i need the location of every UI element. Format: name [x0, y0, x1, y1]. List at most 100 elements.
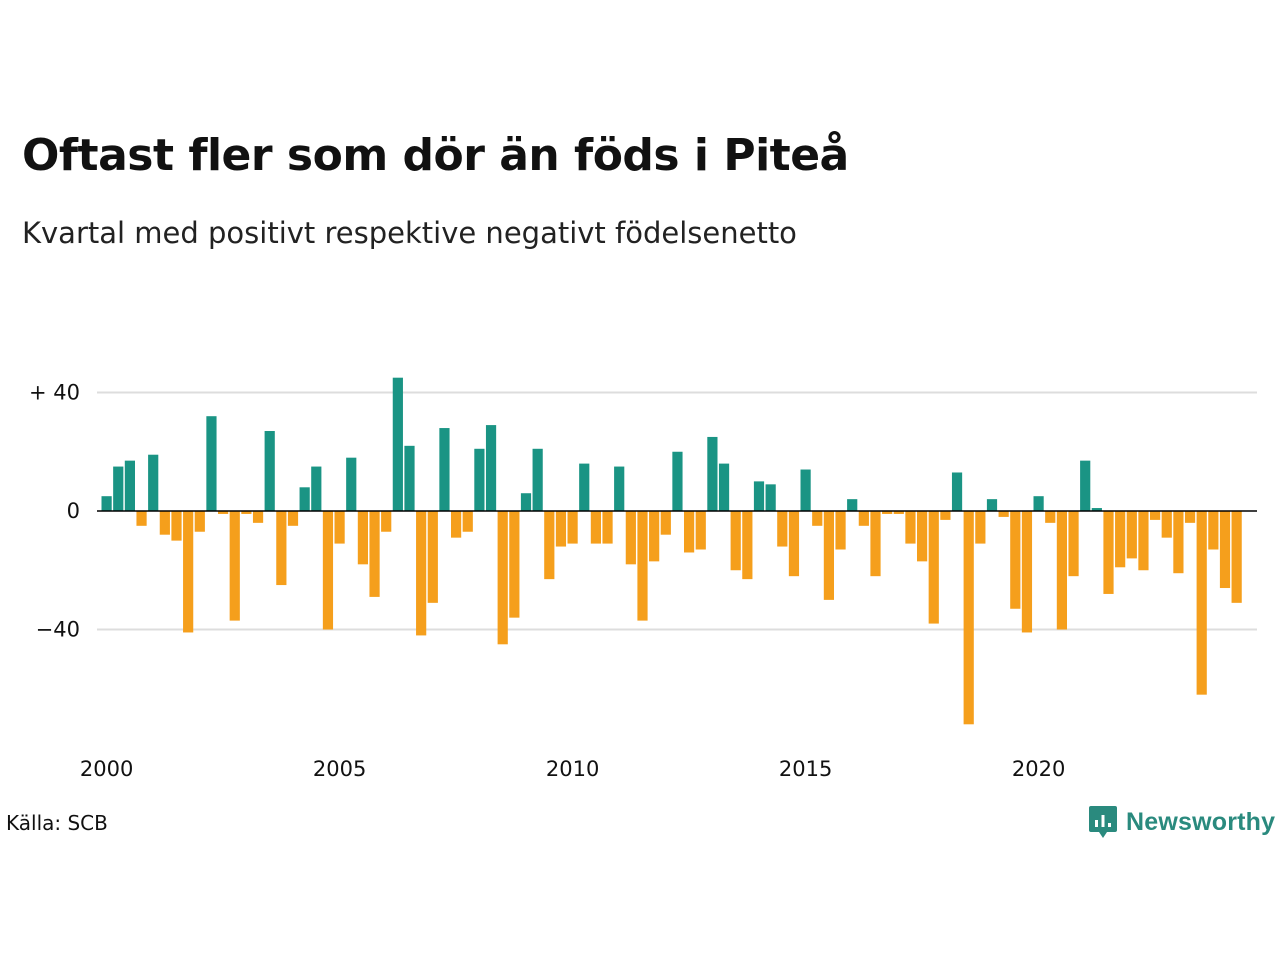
- bar: [660, 511, 671, 535]
- bar: [334, 511, 345, 544]
- bar: [287, 511, 299, 526]
- bar: [1091, 508, 1102, 511]
- brand-name: Newsworthy: [1126, 807, 1276, 836]
- bar: [136, 511, 147, 526]
- bar: [812, 511, 823, 526]
- bar: [940, 511, 951, 520]
- bar: [986, 499, 998, 511]
- bar: [998, 511, 1009, 517]
- bar: [788, 511, 800, 577]
- bar: [346, 457, 357, 511]
- bar: [311, 466, 322, 511]
- bar: [276, 511, 287, 586]
- bar: [124, 460, 135, 511]
- bar: [870, 511, 881, 577]
- bar: [975, 511, 986, 544]
- bar: [579, 463, 590, 511]
- bar: [369, 511, 380, 597]
- bar: [381, 511, 392, 532]
- bar: [858, 511, 869, 526]
- chart-title: Oftast fler som dör än föds i Piteå: [22, 130, 849, 181]
- bar: [148, 454, 159, 511]
- bar: [520, 493, 532, 511]
- brand: Newsworthy: [1088, 804, 1275, 840]
- bar: [1161, 511, 1172, 538]
- bar: [101, 496, 112, 511]
- bar: [1231, 511, 1242, 603]
- bar: [322, 511, 334, 630]
- bar: [194, 511, 205, 532]
- y-tick-label: −40: [36, 618, 80, 642]
- bar: [206, 416, 217, 511]
- bar: [742, 511, 753, 580]
- bar: [1208, 511, 1219, 550]
- bar: [637, 511, 648, 621]
- bar: [730, 511, 741, 571]
- bar: [614, 466, 625, 511]
- bar: [800, 469, 811, 511]
- bar: [1021, 511, 1033, 633]
- bar: [649, 511, 660, 562]
- bar: [1056, 511, 1067, 630]
- bar: [590, 511, 601, 544]
- bar: [183, 511, 194, 633]
- bar: [951, 472, 963, 511]
- bar: [555, 511, 567, 547]
- x-tick-label: 2005: [313, 757, 366, 781]
- bar: [462, 511, 473, 532]
- bar: [765, 484, 776, 511]
- x-tick-label: 2020: [1012, 757, 1065, 781]
- bar: [171, 511, 182, 541]
- bar: [672, 451, 683, 511]
- bar: [1138, 511, 1149, 571]
- bar: [509, 511, 520, 618]
- bar: [264, 431, 275, 511]
- bar: [357, 511, 368, 565]
- bar: [1045, 511, 1056, 523]
- bar: [1196, 511, 1207, 695]
- bar: [625, 511, 636, 565]
- bar: [835, 511, 846, 550]
- bar: [1068, 511, 1079, 577]
- bar: [392, 377, 403, 511]
- bar: [1033, 496, 1044, 511]
- bar: [252, 511, 264, 523]
- bar: [544, 511, 555, 580]
- x-tick-label: 2015: [779, 757, 832, 781]
- bar: [707, 436, 718, 511]
- bar: [159, 511, 170, 535]
- bar: [882, 511, 893, 514]
- bar: [917, 511, 928, 562]
- bar: [218, 511, 229, 514]
- source-note: Källa: SCB: [6, 811, 108, 835]
- bar: [1219, 511, 1231, 589]
- bar: [777, 511, 788, 547]
- bar: [485, 425, 497, 511]
- bar: [1010, 511, 1021, 609]
- bar: [439, 428, 450, 511]
- bar: [229, 511, 240, 621]
- bar: [1103, 511, 1114, 594]
- axes: + 40 0 −40 2000 2005 2010 2015 2020: [29, 381, 1257, 781]
- bar: [241, 511, 252, 514]
- y-tick-label: + 40: [29, 381, 80, 405]
- bar: [497, 511, 508, 645]
- bar: [404, 445, 415, 511]
- bars: [101, 377, 1242, 725]
- bar: [905, 511, 916, 544]
- bar: [695, 511, 706, 550]
- bar: [893, 511, 904, 514]
- bar: [753, 481, 765, 512]
- bar: [532, 448, 543, 511]
- bar: [451, 511, 462, 538]
- newsworthy-logo-icon: [1089, 806, 1117, 838]
- bar: [1184, 511, 1196, 523]
- bar: [928, 511, 939, 624]
- x-tick-label: 2010: [546, 757, 599, 781]
- bar: [1150, 511, 1161, 520]
- bar: [718, 463, 730, 511]
- bar: [963, 511, 974, 725]
- y-tick-label: 0: [67, 499, 80, 523]
- bar: [427, 511, 438, 603]
